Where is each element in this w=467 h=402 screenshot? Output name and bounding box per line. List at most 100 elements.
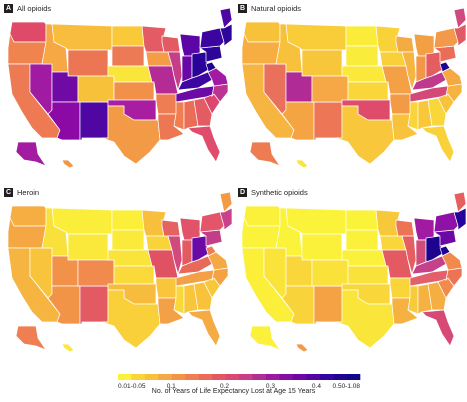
state-ut xyxy=(51,255,79,287)
state-al xyxy=(183,99,199,131)
state-wa xyxy=(243,205,281,227)
legend-swatch xyxy=(131,374,146,380)
legend-tick-label: 0.3 xyxy=(266,383,275,390)
state-hi xyxy=(295,343,309,353)
state-ak xyxy=(15,141,47,167)
state-ne-cluster xyxy=(453,207,466,231)
legend: 0.01-0.05 0.1 0.2 0.3 0.4 0.50-1.08 xyxy=(0,370,467,402)
state-ut xyxy=(51,71,79,103)
legend-tick-label: 0.4 xyxy=(312,383,321,390)
state-hi xyxy=(61,159,75,169)
state-fl xyxy=(187,309,221,347)
state-ut xyxy=(285,255,313,287)
state-wy xyxy=(67,49,109,77)
panel-letter: D xyxy=(238,188,247,197)
state-ia xyxy=(379,51,407,67)
state-oh xyxy=(425,51,443,79)
state-nm xyxy=(79,285,109,325)
legend-swatch xyxy=(239,374,253,380)
state-al xyxy=(417,283,433,315)
legend-swatch xyxy=(346,374,361,380)
legend-bar: 0.01-0.05 0.1 0.2 0.3 0.4 0.50-1.08 xyxy=(118,374,361,390)
map-panel-a: A All opioids xyxy=(2,2,232,178)
state-oh xyxy=(191,51,209,79)
legend-swatch xyxy=(144,374,159,380)
state-nd xyxy=(111,25,145,47)
state-ar xyxy=(155,277,179,299)
state-sd xyxy=(345,45,379,67)
state-ms xyxy=(407,101,419,131)
state-al xyxy=(417,99,433,131)
state-fl xyxy=(187,125,221,163)
state-ky xyxy=(411,255,447,275)
state-sd xyxy=(345,229,379,251)
state-co xyxy=(77,259,115,287)
state-nd xyxy=(345,209,379,231)
state-ne xyxy=(341,249,387,267)
state-wv xyxy=(205,61,217,73)
legend-swatch xyxy=(319,374,334,380)
state-ks xyxy=(113,265,155,285)
state-ks xyxy=(347,81,389,101)
legend-swatch xyxy=(265,374,280,380)
state-fl xyxy=(421,309,455,347)
state-mi xyxy=(179,217,201,241)
state-ne xyxy=(107,249,153,267)
state-wy xyxy=(301,233,343,261)
state-ny xyxy=(199,211,225,233)
state-me xyxy=(219,191,232,213)
state-tx xyxy=(335,105,395,165)
state-wy xyxy=(301,49,343,77)
state-tx xyxy=(335,289,395,349)
state-ar xyxy=(389,93,413,115)
state-ne-cluster xyxy=(219,23,232,47)
state-co xyxy=(77,75,115,103)
state-ms xyxy=(407,285,419,315)
state-co xyxy=(311,259,349,287)
us-map xyxy=(241,191,466,353)
state-ia xyxy=(145,51,173,67)
map-panel-b: B Natural opioids xyxy=(236,2,466,178)
state-ak xyxy=(249,141,281,167)
state-ks xyxy=(113,81,155,101)
legend-swatch xyxy=(198,374,213,380)
legend-swatch xyxy=(225,374,240,380)
state-fl xyxy=(421,125,455,163)
state-mi xyxy=(179,33,201,57)
state-nd xyxy=(345,25,379,47)
us-map xyxy=(7,7,232,169)
panel-letter: A xyxy=(4,4,13,13)
state-tx xyxy=(101,105,161,165)
panel-title: All opioids xyxy=(17,4,52,13)
panel-letter: B xyxy=(238,4,247,13)
state-ia xyxy=(379,235,407,251)
state-ak xyxy=(249,325,281,351)
state-in xyxy=(415,239,427,267)
state-ar xyxy=(389,277,413,299)
state-ar xyxy=(155,93,179,115)
state-wi xyxy=(161,35,181,53)
legend-swatch xyxy=(185,374,199,380)
state-ky xyxy=(177,71,213,91)
legend-swatch xyxy=(279,374,294,380)
state-in xyxy=(181,55,193,83)
panel-letter: C xyxy=(4,188,13,197)
us-map xyxy=(7,191,232,353)
state-al xyxy=(183,283,199,315)
state-sd xyxy=(111,229,145,251)
state-hi xyxy=(61,343,75,353)
legend-tick-label: 0.01-0.05 xyxy=(118,383,146,390)
map-panel-d: D Synthetic opioids xyxy=(236,186,466,362)
state-ms xyxy=(173,285,185,315)
panel-title: Heroin xyxy=(17,188,40,197)
state-mi xyxy=(413,217,435,241)
legend-swatch xyxy=(212,374,226,380)
state-nm xyxy=(79,101,109,141)
legend-swatch xyxy=(306,374,320,380)
legend-tick-label: 0.1 xyxy=(167,383,176,390)
state-ms xyxy=(173,101,185,131)
state-wi xyxy=(395,219,415,237)
state-ny xyxy=(199,27,225,49)
state-me xyxy=(219,7,232,29)
state-ks xyxy=(347,265,389,285)
